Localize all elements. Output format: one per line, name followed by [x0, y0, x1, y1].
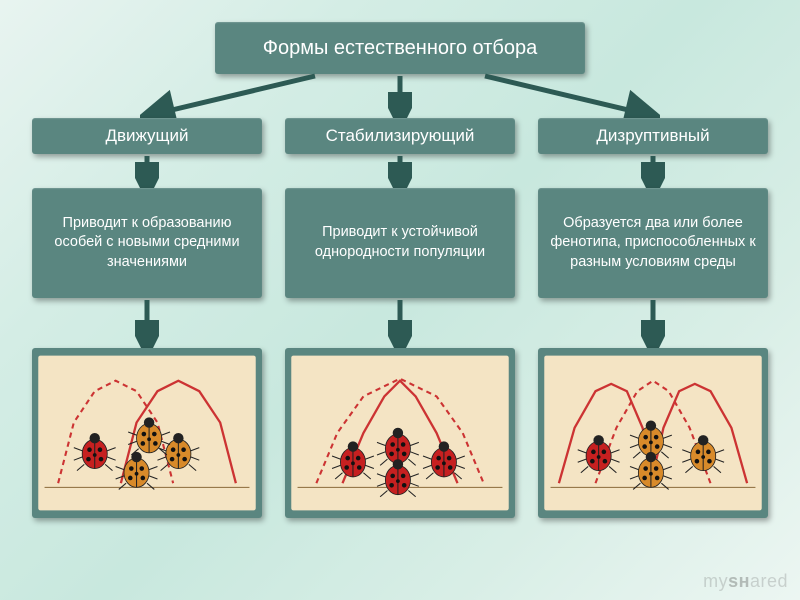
type-box-1: Движущий: [32, 118, 262, 154]
desc-text-1: Приводит к образованию особей с новыми с…: [42, 214, 252, 273]
chart-3: [538, 348, 768, 518]
chart-2: [285, 348, 515, 518]
type-label-3: Дизруптивный: [596, 126, 709, 146]
arrow-col2-desc-chart: [388, 298, 412, 348]
type-label-2: Стабилизирующий: [326, 126, 475, 146]
desc-text-3: Образуется два или более фенотипа, присп…: [548, 214, 758, 273]
chart-box-2: [285, 348, 515, 518]
arrow-col1-desc-chart: [135, 298, 159, 348]
chart-box-1: [32, 348, 262, 518]
desc-box-3: Образуется два или более фенотипа, присп…: [538, 188, 768, 298]
watermark: myѕнared: [703, 571, 788, 592]
type-box-2: Стабилизирующий: [285, 118, 515, 154]
type-label-1: Движущий: [105, 126, 188, 146]
arrow-col3-desc-chart: [641, 298, 665, 348]
title-text: Формы естественного отбора: [263, 37, 537, 60]
watermark-post: ared: [750, 571, 788, 591]
arrow-title-to-col3: [480, 70, 660, 122]
arrow-title-to-col1: [140, 70, 320, 122]
watermark-pre: my: [703, 571, 728, 591]
desc-text-2: Приводит к устойчивой однородности попул…: [295, 223, 505, 262]
chart-box-3: [538, 348, 768, 518]
arrow-title-to-col2: [388, 74, 412, 120]
arrow-col3-type-desc: [641, 154, 665, 190]
desc-box-2: Приводит к устойчивой однородности попул…: [285, 188, 515, 298]
watermark-bold: ѕн: [728, 571, 750, 591]
title-box: Формы естественного отбора: [215, 22, 585, 74]
chart-1: [32, 348, 262, 518]
desc-box-1: Приводит к образованию особей с новыми с…: [32, 188, 262, 298]
arrow-col2-type-desc: [388, 154, 412, 190]
arrow-col1-type-desc: [135, 154, 159, 190]
type-box-3: Дизруптивный: [538, 118, 768, 154]
